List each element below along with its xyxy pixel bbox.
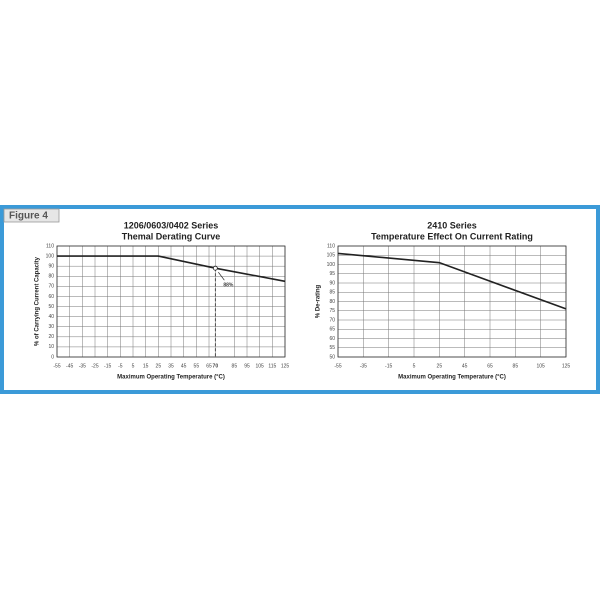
x-tick-label: 15 xyxy=(143,363,149,369)
curve xyxy=(57,255,286,283)
plot-frame xyxy=(56,245,286,358)
y-tick-label: 110 xyxy=(327,243,335,249)
y-tick-label: 60 xyxy=(48,294,54,300)
x-tick-label: -15 xyxy=(104,363,111,369)
y-tick-label: 55 xyxy=(329,345,335,351)
x-tick-label: 25 xyxy=(156,363,162,369)
y-tick-label: 10 xyxy=(48,344,54,350)
y-tick-label: 40 xyxy=(48,314,54,320)
y-tick-label: 70 xyxy=(48,284,54,290)
figure-label-box xyxy=(3,208,60,223)
x-tick-label: 45 xyxy=(462,363,468,369)
x-tick-label: 125 xyxy=(281,363,290,369)
y-tick-label: 90 xyxy=(48,264,54,270)
y-tick-label: 80 xyxy=(329,299,335,305)
x-tick-label: -35 xyxy=(79,363,86,369)
x-tick-label: 125 xyxy=(562,363,571,369)
x-tick-label: 95 xyxy=(244,363,250,369)
y-tick-label: 110 xyxy=(46,243,54,249)
y-tick-label: 90 xyxy=(329,280,335,286)
x-tick-label: -55 xyxy=(53,363,60,369)
x-tick-label: 5 xyxy=(132,363,135,369)
chart-title: 2410 Series xyxy=(427,220,477,230)
x-tick-label: 35 xyxy=(168,363,174,369)
y-axis-label: % De-rating xyxy=(316,285,322,319)
y-tick-label: 95 xyxy=(329,271,335,277)
curve xyxy=(337,252,567,310)
x-tick-label: 105 xyxy=(255,363,264,369)
y-tick-label: 20 xyxy=(48,334,54,340)
plot-frame xyxy=(337,245,567,358)
y-tick-label: 60 xyxy=(329,336,335,342)
y-tick-label: 65 xyxy=(329,327,335,333)
x-tick-label: 65 xyxy=(487,363,493,369)
chart-subtitle: Temperature Effect On Current Rating xyxy=(371,231,533,241)
chart-title: 1206/0603/0402 Series xyxy=(124,220,219,230)
x-tick-label: -35 xyxy=(360,363,367,369)
x-axis-label: Maximum Operating Temperature (°C) xyxy=(398,375,506,381)
y-tick-label: 105 xyxy=(327,253,336,259)
y-tick-label: 100 xyxy=(46,253,55,259)
y-tick-label: 0 xyxy=(51,354,54,360)
x-tick-label: 70 xyxy=(213,363,219,369)
y-tick-label: 50 xyxy=(48,304,54,310)
y-tick-label: 100 xyxy=(327,262,336,268)
annotation-label: 88% xyxy=(223,283,234,289)
x-axis-label: Maximum Operating Temperature (°C) xyxy=(117,375,225,381)
y-tick-label: 80 xyxy=(48,274,54,280)
figure-label: Figure 4 xyxy=(9,211,48,222)
x-tick-label: 5 xyxy=(413,363,416,369)
x-tick-label: 105 xyxy=(536,363,545,369)
y-tick-label: 85 xyxy=(329,290,335,296)
x-tick-label: -15 xyxy=(385,363,392,369)
y-tick-label: 75 xyxy=(329,308,335,314)
chart-subtitle: Themal Derating Curve xyxy=(122,231,221,241)
x-tick-label: -5 xyxy=(118,363,123,369)
x-tick-label: -45 xyxy=(66,363,73,369)
x-tick-label: 55 xyxy=(194,363,200,369)
x-tick-label: 115 xyxy=(268,363,276,369)
y-tick-label: 50 xyxy=(329,354,335,360)
x-tick-label: -25 xyxy=(91,363,98,369)
y-tick-label: 30 xyxy=(48,324,54,330)
x-tick-label: 45 xyxy=(181,363,187,369)
y-axis-label: % of Carrying Current Capacity xyxy=(35,256,41,346)
annotation-arrow xyxy=(218,271,225,281)
x-tick-label: 25 xyxy=(437,363,443,369)
x-tick-label: 85 xyxy=(513,363,519,369)
figure-frame xyxy=(0,205,600,394)
y-tick-label: 70 xyxy=(329,317,335,323)
x-tick-label: 65 xyxy=(206,363,212,369)
x-tick-label: -55 xyxy=(334,363,341,369)
x-tick-label: 85 xyxy=(232,363,238,369)
marker-point xyxy=(212,265,218,271)
